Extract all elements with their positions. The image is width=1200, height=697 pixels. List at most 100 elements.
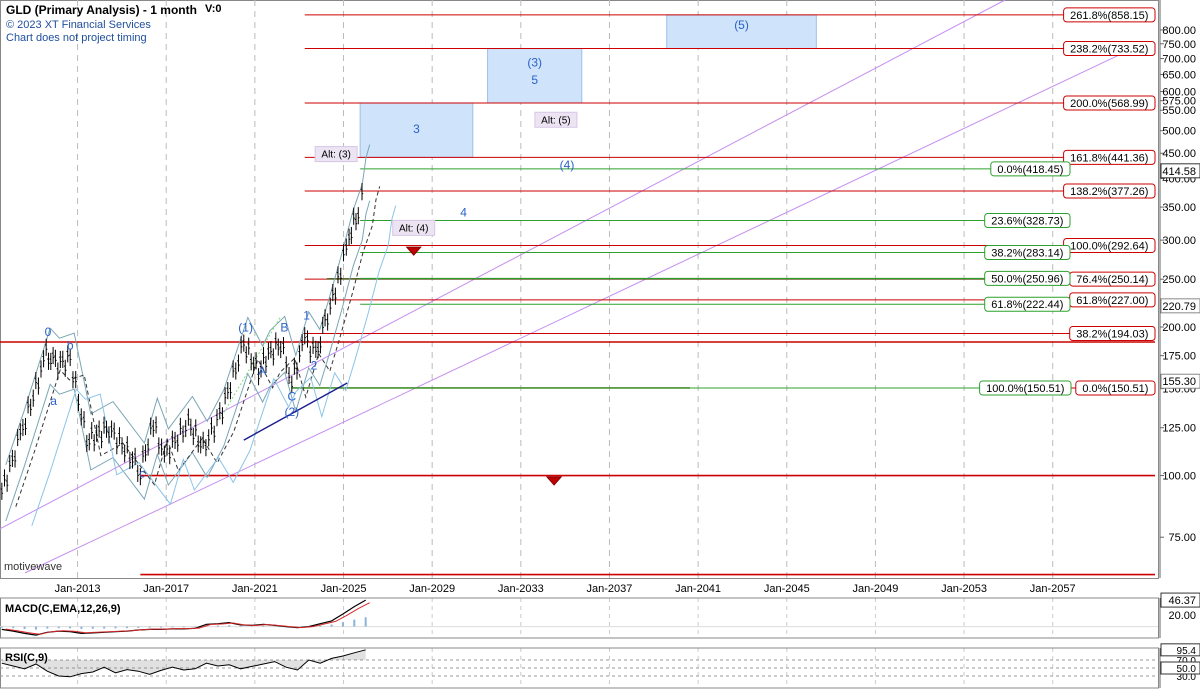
rsi-title: RSI(C,9) (5, 652, 48, 664)
watermark: motivewave (4, 561, 63, 573)
price-tag-label: 155.30 (1162, 376, 1196, 388)
fib-red-tag (1063, 95, 1156, 111)
x-tick-label: Jan-2021 (232, 583, 278, 595)
alt-label: Alt: (4) (399, 223, 428, 234)
wave-label: B (280, 320, 288, 334)
wave-label: (2) (284, 405, 299, 419)
fib-green-label: 100.0%(150.51) (986, 383, 1064, 395)
target-box-label: (3) (527, 56, 542, 70)
price-tag-label: 220.79 (1162, 301, 1196, 313)
wave-label: (1) (238, 320, 253, 334)
fib-red-label: 38.2%(194.03) (1076, 329, 1148, 341)
fib-green-tag (984, 213, 1071, 229)
wave-label: 1 (303, 309, 310, 323)
macd-frame (0, 597, 1159, 639)
fib-green-tag (979, 380, 1072, 396)
long-moving-average (31, 205, 397, 527)
fib-red-label: 61.8%(227.00) (1076, 295, 1148, 307)
channel-middle (24, 44, 1142, 574)
macd-title: MACD(C,EMA,12,26,9) (5, 603, 121, 615)
moving-average (15, 186, 381, 507)
target-box-sublabel: 5 (531, 73, 538, 87)
macd-value-tag (1160, 592, 1200, 608)
x-tick-label: Jan-2053 (941, 583, 987, 595)
price-tag (1160, 373, 1200, 389)
fib-red-label: 138.2%(377.26) (1070, 186, 1148, 198)
y-tick-label: 550.00 (1162, 105, 1196, 117)
y-tick-label: 750.00 (1162, 39, 1196, 51)
fib-red-tag (1063, 149, 1156, 165)
y-tick-label: 75.00 (1168, 532, 1196, 544)
target-box-label: (5) (734, 18, 749, 32)
price-tag (1160, 298, 1200, 314)
bollinger-upper (5, 144, 371, 466)
y-tick-label: 200.00 (1162, 322, 1196, 334)
y-tick-label: 500.00 (1162, 126, 1196, 138)
wave-label: a (50, 394, 57, 408)
fib-green-label: 50.0%(250.96) (991, 273, 1063, 285)
rsi-pane: 70.030.095.450.0 (0, 643, 1200, 689)
fib-green-label: 61.8%(222.44) (991, 299, 1063, 311)
wave-label: C (287, 389, 296, 403)
price-pane-frame (0, 0, 1159, 579)
down-marker (545, 476, 563, 486)
wave-label: 0 (45, 325, 52, 339)
fib-red-tag (1069, 326, 1156, 342)
macd-tick-label: 20.00 (1168, 610, 1196, 622)
fib-green-label: 0.0%(418.45) (997, 164, 1063, 176)
y-tick-label: 250.00 (1162, 274, 1196, 286)
y-tick-label: 450.00 (1162, 148, 1196, 160)
fib-green-tag (990, 161, 1071, 177)
y-tick-label: 100.00 (1162, 471, 1196, 483)
last-price-label: 414.58 (1162, 166, 1196, 178)
macd-signal (5, 602, 370, 635)
fib-green-label: 38.2%(283.14) (991, 248, 1063, 260)
y-tick-label: 650.00 (1162, 69, 1196, 81)
macd-value: 46.37 (1168, 595, 1196, 607)
x-tick-label: Jan-2025 (321, 583, 367, 595)
wave-label: 2 (311, 359, 318, 373)
y-tick-label: 300.00 (1162, 235, 1196, 247)
grid: Jan-2013 Jan-2017 Jan-2021 Jan-2025 Jan-2029… (55, 0, 1076, 688)
price-axis: 800.00 750.00 700.00 650.00 600.00575.00550.… (1159, 0, 1200, 578)
rsi-value: 50.0 (1177, 664, 1197, 675)
fib-red-label: 76.4%(250.14) (1076, 274, 1148, 286)
last-price-tag (1160, 163, 1200, 179)
y-tick-label: 700.00 (1162, 54, 1196, 66)
x-tick-label: Jan-2037 (587, 583, 633, 595)
disclaimer-text: Chart does not project timing (6, 32, 147, 44)
y-tick-label: 125.00 (1162, 423, 1196, 435)
target-boxes: 3 (3) 5 (5) (359, 14, 817, 158)
bollinger-lower (5, 200, 371, 522)
macd-pane: 20.00 46.37 (0, 592, 1200, 639)
fib-green-tag (984, 270, 1071, 286)
x-tick-label: Jan-2029 (409, 583, 455, 595)
wave-label: (4) (560, 158, 575, 172)
wave-label: c (139, 467, 145, 481)
rsi-line (1, 649, 366, 678)
fib-red-tag (1063, 7, 1156, 23)
x-tick-label: Jan-2017 (143, 583, 189, 595)
x-tick-label: Jan-2033 (498, 583, 544, 595)
fib-red-tag (1063, 41, 1156, 57)
alt-label: Alt: (3) (321, 150, 350, 161)
alt-label-box (534, 111, 578, 128)
target-box-label: 3 (413, 122, 420, 136)
fib-green-tag (984, 296, 1071, 312)
y-tick-label: 575.00 (1162, 96, 1196, 108)
wave-labels: 0 b a c (1) A B C (2) 1 2 (4) 4 Alt: (3) Alt: (5) Alt: … (45, 111, 578, 486)
copyright-text: © 2023 XT Financial Services (6, 19, 151, 31)
x-tick-label: Jan-2041 (675, 583, 721, 595)
chart-title: GLD (Primary Analysis) - 1 month (6, 3, 197, 17)
wave-label: 4 (460, 205, 467, 219)
down-marker (405, 246, 422, 256)
y-tick-label: 600.00 (1162, 87, 1196, 99)
fib-red-label: 161.8%(441.36) (1070, 152, 1148, 164)
fib-red-label: 238.2%(733.52) (1070, 44, 1148, 56)
x-tick-label: Jan-2057 (1030, 583, 1076, 595)
fib-red-tag (1063, 183, 1156, 199)
alt-label: Alt: (5) (541, 115, 570, 126)
